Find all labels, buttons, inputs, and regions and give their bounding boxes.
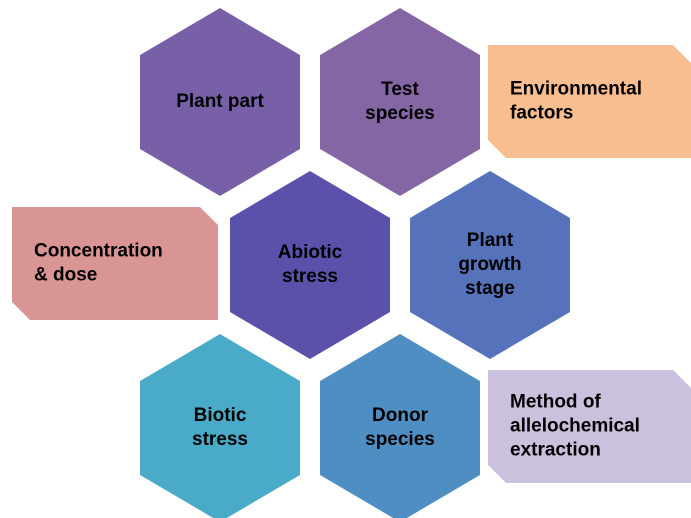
hex-label: stress <box>192 429 248 450</box>
hex-label: species <box>365 429 435 450</box>
hexagon <box>230 171 390 359</box>
label-box <box>12 207 218 320</box>
hexagon <box>410 171 570 359</box>
hex-label: Biotic <box>194 405 247 426</box>
hex-label: stage <box>465 278 515 299</box>
box-label: Method of <box>510 392 601 413</box>
box-label: extraction <box>510 440 601 461</box>
box-label: factors <box>510 103 573 124</box>
hex-label: Donor <box>372 405 429 426</box>
hex-label: Plant part <box>176 91 264 112</box>
box-label: Concentration <box>34 241 163 262</box>
hex-label: growth <box>458 254 521 275</box>
box-label: allelochemical <box>510 416 640 437</box>
hexagon <box>140 334 300 518</box>
hexagon <box>320 8 480 196</box>
label-box <box>488 45 691 158</box>
box-label: & dose <box>34 265 97 286</box>
hex-label: Plant <box>467 230 514 251</box>
hex-label: Test <box>381 79 419 100</box>
hex-label: stress <box>282 266 338 287</box>
label-box <box>488 370 691 483</box>
hex-label: Abiotic <box>278 242 343 263</box>
hexagon <box>320 334 480 518</box>
hex-label: species <box>365 103 435 124</box>
hexagon <box>140 8 300 196</box>
box-label: Environmental <box>510 79 642 100</box>
